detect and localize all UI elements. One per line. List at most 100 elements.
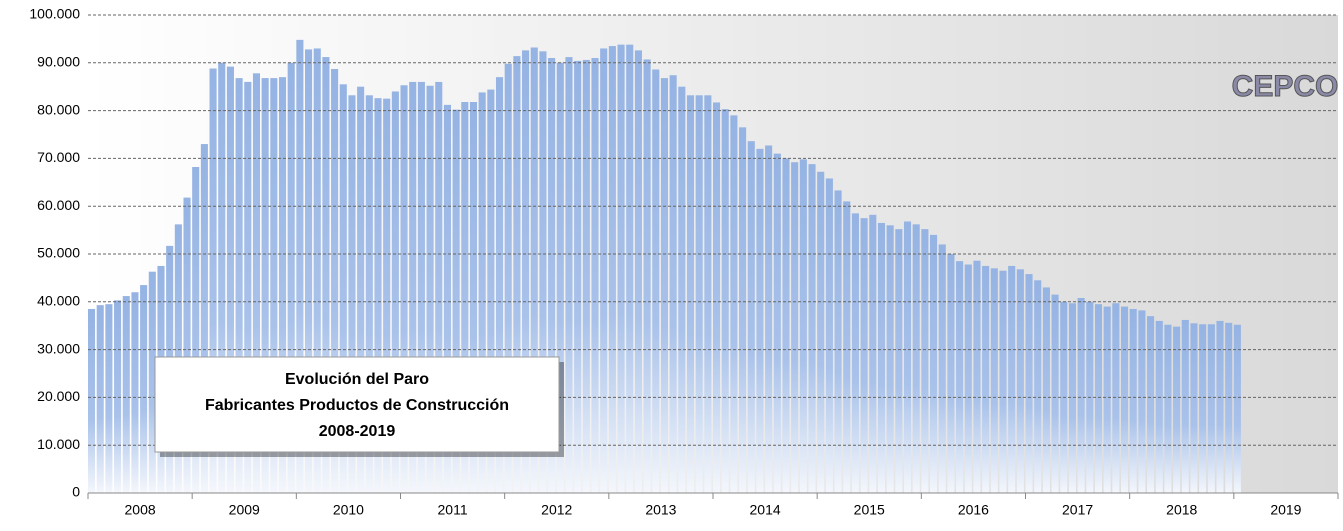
bar [261, 78, 269, 493]
bar [513, 56, 521, 493]
y-tick-label: 20.000 [37, 388, 80, 404]
bar [739, 127, 747, 493]
x-tick-label: 2012 [541, 502, 572, 518]
bar [669, 75, 677, 493]
bar [1207, 324, 1215, 493]
bar [947, 254, 955, 493]
bar [1068, 303, 1076, 493]
bar [990, 268, 998, 493]
bar [713, 102, 721, 493]
bar [148, 271, 156, 493]
bar [235, 78, 243, 493]
bar [1147, 316, 1155, 493]
bar [435, 81, 443, 494]
x-tick-label: 2017 [1062, 502, 1093, 518]
bar [1042, 287, 1050, 493]
bar [348, 95, 356, 493]
bar [192, 167, 200, 493]
bar [452, 109, 460, 494]
y-tick-label: 30.000 [37, 340, 80, 356]
bar [1051, 294, 1059, 493]
y-tick-label: 40.000 [37, 293, 80, 309]
bar [591, 58, 599, 494]
bar [400, 85, 408, 494]
bar [504, 63, 512, 493]
bar [1034, 280, 1042, 493]
y-tick-label: 60.000 [37, 197, 80, 213]
bar [383, 98, 391, 494]
bar [140, 285, 148, 493]
bar [1103, 306, 1111, 493]
y-tick-label: 100.000 [29, 6, 80, 22]
bar [365, 95, 373, 493]
bar [183, 197, 191, 493]
bar [443, 104, 451, 493]
bar [582, 59, 590, 493]
bar [391, 91, 399, 493]
bar [244, 81, 252, 494]
bar [522, 50, 530, 493]
y-tick-label: 80.000 [37, 101, 80, 117]
bar [747, 141, 755, 493]
bar [600, 48, 608, 494]
bar [1008, 265, 1016, 493]
bar [695, 95, 703, 493]
bar [539, 51, 547, 493]
bar [860, 218, 868, 493]
bar [218, 62, 226, 494]
bar [287, 62, 295, 494]
bar [331, 69, 339, 493]
bar [1112, 303, 1120, 493]
bar [652, 69, 660, 493]
bar [982, 265, 990, 493]
bar [131, 292, 139, 493]
bar [964, 264, 972, 493]
x-tick-label: 2015 [854, 502, 885, 518]
bar [339, 84, 347, 493]
bar [548, 58, 556, 494]
bar [973, 260, 981, 493]
bar [88, 308, 96, 493]
bar [643, 59, 651, 493]
bar [313, 48, 321, 494]
bar [851, 213, 859, 493]
bar [530, 47, 538, 494]
bar [930, 234, 938, 493]
bar [921, 229, 929, 494]
bar [678, 86, 686, 493]
bar [1225, 322, 1233, 493]
bar [791, 162, 799, 493]
title-line: 2008-2019 [319, 423, 396, 440]
bar [1129, 308, 1137, 493]
bar [96, 305, 104, 493]
bar [305, 49, 313, 493]
title-line: Fabricantes Productos de Construcción [205, 397, 509, 414]
bar [574, 60, 582, 493]
x-tick-label: 2019 [1270, 502, 1301, 518]
bar [114, 300, 122, 493]
bar [843, 201, 851, 494]
y-tick-label: 50.000 [37, 245, 80, 261]
bar [296, 39, 304, 494]
bar [426, 85, 434, 493]
bar [469, 101, 478, 493]
bar [565, 57, 573, 494]
x-tick-label: 2014 [750, 502, 781, 518]
bar [1120, 306, 1129, 493]
bar [1199, 324, 1207, 493]
bar [478, 92, 486, 493]
bar [886, 225, 894, 493]
bar [461, 101, 469, 493]
bar [730, 115, 738, 493]
bar [417, 81, 425, 494]
bar [105, 304, 113, 493]
x-tick-label: 2013 [645, 502, 676, 518]
bar [721, 109, 729, 493]
bar [1155, 320, 1163, 493]
bar [782, 158, 790, 493]
bar [808, 164, 816, 494]
bar [1173, 326, 1181, 493]
x-tick-label: 2009 [229, 502, 260, 518]
bar [869, 214, 877, 493]
